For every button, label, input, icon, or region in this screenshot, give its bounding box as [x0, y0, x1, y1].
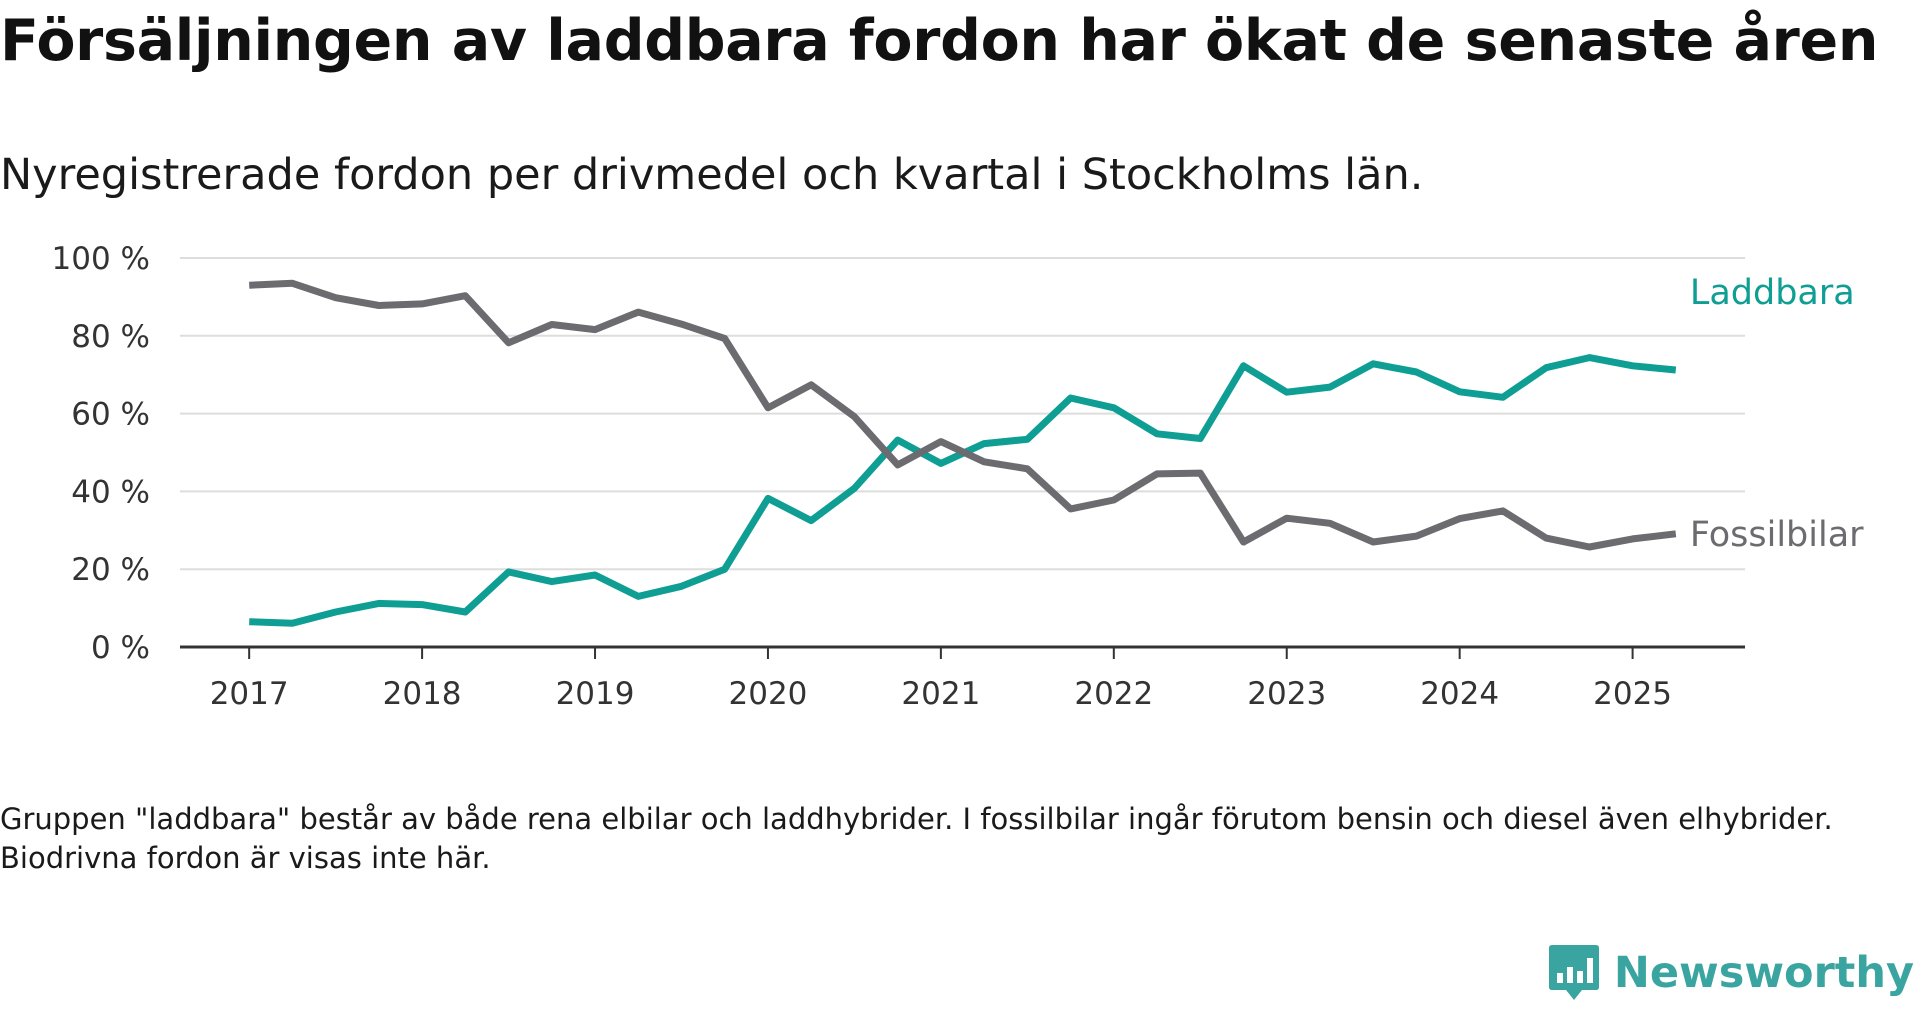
- y-tick-label: 60 %: [71, 397, 150, 433]
- x-tick-label: 2024: [1420, 676, 1499, 712]
- y-tick-label: 40 %: [71, 474, 150, 510]
- y-tick-label: 20 %: [71, 552, 150, 588]
- x-tick-label: 2019: [556, 676, 635, 712]
- chart-title: Försäljningen av laddbara fordon har öka…: [0, 8, 1879, 74]
- x-tick-label: 2020: [729, 676, 808, 712]
- x-axis: 2017 2018 2019 2020 2021 2022 2023 2024 2025: [180, 645, 1745, 712]
- gridlines: [180, 257, 1745, 571]
- footnote: Gruppen "laddbara" består av både rena e…: [0, 802, 1833, 875]
- brand-logo: Newsworthy: [1548, 938, 1914, 1008]
- series-line-fossilbilar: [249, 279, 1677, 551]
- series-lines: [249, 279, 1677, 627]
- x-tick-label: 2018: [383, 676, 462, 712]
- x-tick-label: 2017: [210, 676, 289, 712]
- x-tick-label: 2023: [1247, 676, 1326, 712]
- series-labels: Laddbara Fossilbilar: [1690, 273, 1864, 555]
- x-tick-label: 2021: [901, 676, 980, 712]
- series-label-laddbara: Laddbara: [1690, 273, 1855, 313]
- x-tick-label: 2022: [1074, 676, 1153, 712]
- line-chart: 0 % 20 % 40 % 60 % 80 % 100 % 2017 2018 2019 202…: [52, 241, 1865, 712]
- y-tick-label: 0 %: [91, 630, 150, 666]
- chart-subtitle: Nyregistrerade fordon per drivmedel och …: [0, 150, 1424, 200]
- y-tick-label: 80 %: [71, 319, 150, 355]
- newsworthy-logo-icon: [1548, 945, 1599, 1000]
- x-tick-label: 2025: [1593, 676, 1672, 712]
- series-label-fossilbilar: Fossilbilar: [1690, 515, 1864, 555]
- y-tick-label: 100 %: [52, 241, 150, 277]
- y-axis: 0 % 20 % 40 % 60 % 80 % 100 %: [52, 241, 150, 666]
- brand-name: Newsworthy: [1613, 948, 1914, 998]
